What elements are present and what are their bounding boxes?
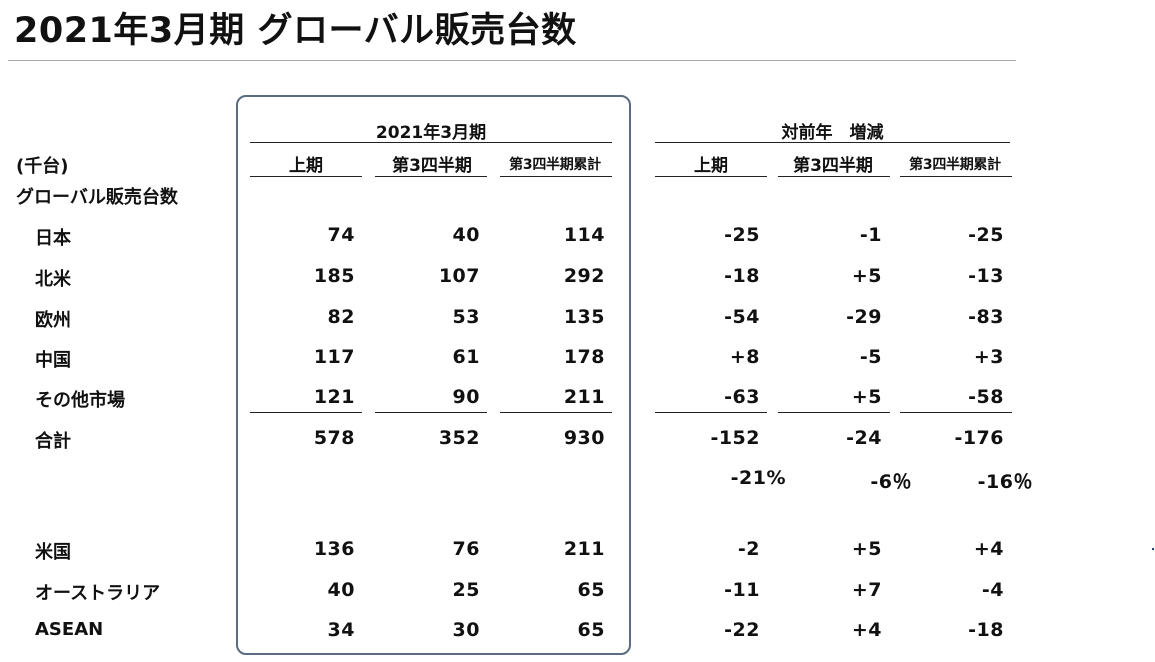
value-current-cumulative: 65: [577, 579, 605, 601]
value-yoy-h1: -63: [724, 386, 760, 408]
group-header-yoy-rule: [655, 142, 1010, 143]
value-yoy-h1: -22: [724, 619, 760, 641]
total-rule: [375, 412, 487, 413]
col-header-yoy-h1: 上期: [694, 156, 728, 176]
row-label: 中国: [35, 350, 71, 371]
value-yoy-q3: +5: [851, 265, 882, 287]
value-current-cumulative: 114: [563, 224, 605, 246]
total-current-cumulative: 930: [563, 427, 605, 449]
total-pct-q3: -6％: [870, 471, 912, 493]
col-header-yoy-cumulative: 第3四半期累計: [909, 157, 1001, 173]
col-header-yoy-q3: 第3四半期: [793, 156, 873, 176]
total-current-q3: 352: [438, 427, 480, 449]
value-yoy-cumulative: -25: [968, 224, 1004, 246]
stray-dot: [1152, 548, 1154, 550]
value-yoy-h1: -18: [724, 265, 760, 287]
value-current-cumulative: 211: [563, 538, 605, 560]
row-label: オーストラリア: [35, 583, 161, 604]
value-yoy-cumulative: -13: [968, 265, 1004, 287]
row-label: 米国: [35, 542, 71, 563]
col-rule: [900, 176, 1012, 177]
value-current-q3: 61: [452, 346, 480, 368]
value-current-q3: 90: [452, 386, 480, 408]
value-yoy-q3: -29: [846, 306, 882, 328]
value-current-h1: 74: [327, 224, 355, 246]
group-header-current: 2021年3月期: [375, 123, 487, 143]
value-yoy-h1: -54: [724, 306, 760, 328]
value-current-cumulative: 65: [577, 619, 605, 641]
page-title: 2021年3月期 グローバル販売台数: [14, 11, 577, 51]
unit-label: (千台): [16, 156, 69, 177]
value-current-q3: 40: [452, 224, 480, 246]
value-current-h1: 117: [313, 346, 355, 368]
total-rule: [250, 412, 362, 413]
total-rule: [900, 412, 1012, 413]
value-yoy-q3: -1: [859, 224, 882, 246]
value-yoy-cumulative: -83: [968, 306, 1004, 328]
value-current-h1: 82: [327, 306, 355, 328]
value-current-q3: 53: [452, 306, 480, 328]
total-pct-cumulative: -16％: [977, 471, 1033, 493]
value-current-q3: 25: [452, 579, 480, 601]
section-label: グローバル販売台数: [16, 187, 178, 208]
value-yoy-cumulative: +4: [973, 538, 1004, 560]
value-current-q3: 76: [452, 538, 480, 560]
current-year-highlight-box: [236, 95, 631, 655]
value-current-h1: 34: [327, 619, 355, 641]
total-label: 合計: [35, 431, 71, 452]
value-current-cumulative: 292: [563, 265, 605, 287]
value-current-h1: 136: [313, 538, 355, 560]
value-current-cumulative: 211: [563, 386, 605, 408]
total-pct-h1: -21%: [730, 467, 786, 489]
col-rule: [375, 176, 487, 177]
value-yoy-q3: +5: [851, 386, 882, 408]
value-yoy-cumulative: +3: [973, 346, 1004, 368]
total-rule: [500, 412, 612, 413]
total-yoy-q3: -24: [846, 427, 882, 449]
row-label: 欧州: [35, 310, 71, 331]
row-label: ASEAN: [35, 619, 104, 640]
total-yoy-cumulative: -176: [954, 427, 1004, 449]
col-header-current-q3: 第3四半期: [392, 156, 472, 176]
col-rule: [250, 176, 362, 177]
value-current-q3: 30: [452, 619, 480, 641]
total-rule: [655, 412, 767, 413]
col-header-current-h1: 上期: [289, 156, 323, 176]
value-yoy-q3: +7: [851, 579, 882, 601]
value-yoy-h1: -11: [724, 579, 760, 601]
total-rule: [778, 412, 890, 413]
value-yoy-h1: -25: [724, 224, 760, 246]
value-yoy-cumulative: -58: [968, 386, 1004, 408]
col-rule: [500, 176, 612, 177]
title-divider: [8, 60, 1016, 61]
col-header-current-cumulative: 第3四半期累計: [509, 157, 601, 173]
value-yoy-h1: -2: [737, 538, 760, 560]
value-current-h1: 40: [327, 579, 355, 601]
value-yoy-q3: +4: [851, 619, 882, 641]
value-yoy-cumulative: -4: [981, 579, 1004, 601]
row-label: 日本: [35, 228, 71, 249]
group-header-current-rule: [250, 142, 612, 143]
value-yoy-q3: -5: [859, 346, 882, 368]
value-yoy-q3: +5: [851, 538, 882, 560]
col-rule: [778, 176, 890, 177]
total-yoy-h1: -152: [710, 427, 760, 449]
col-rule: [655, 176, 767, 177]
value-current-cumulative: 178: [563, 346, 605, 368]
group-header-yoy: 対前年 増減: [781, 123, 884, 143]
value-current-h1: 121: [313, 386, 355, 408]
value-yoy-h1: +8: [729, 346, 760, 368]
row-label: その他市場: [35, 390, 125, 411]
row-label: 北米: [35, 269, 71, 290]
total-current-h1: 578: [313, 427, 355, 449]
value-current-cumulative: 135: [563, 306, 605, 328]
value-current-q3: 107: [438, 265, 480, 287]
value-current-h1: 185: [313, 265, 355, 287]
value-yoy-cumulative: -18: [968, 619, 1004, 641]
